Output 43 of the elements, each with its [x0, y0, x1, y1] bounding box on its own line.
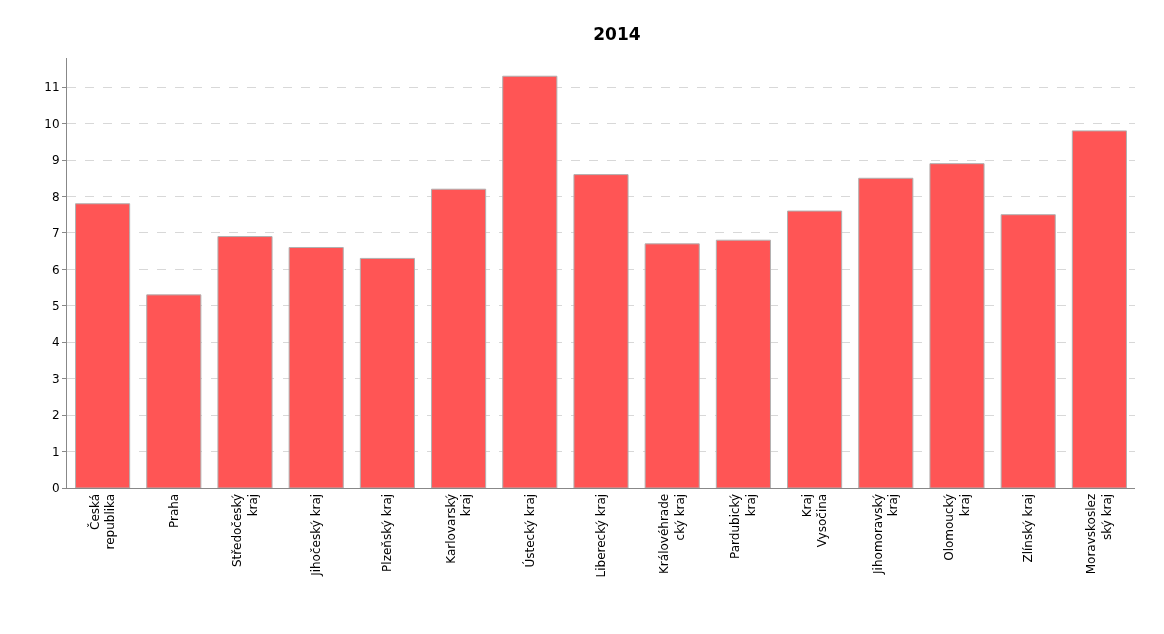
y-tick-label: 6 — [51, 262, 60, 277]
x-tick-label: Jihomoravský kraj — [870, 493, 901, 575]
y-tick-label: 1 — [51, 444, 60, 459]
x-tick-label: Plzeňský kraj — [380, 493, 395, 572]
bar — [858, 177, 914, 488]
y-tick-label: 8 — [51, 189, 60, 204]
y-tick-label: 3 — [51, 371, 60, 386]
x-tick-label: Ústecký kraj — [521, 493, 537, 568]
bar — [359, 257, 415, 488]
x-tick-label: Královéhrade cký kraj — [657, 493, 687, 575]
y-tick-label: 0 — [51, 481, 60, 496]
y-tick-label: 7 — [51, 226, 60, 241]
y-tick-label: 2 — [51, 408, 60, 423]
bar — [1000, 214, 1056, 488]
bar — [929, 163, 985, 488]
x-tick-label: Jihočeský kraj — [309, 493, 324, 577]
x-tick-label: Karlovarský kraj — [443, 493, 474, 564]
x-tick-label: Česká republika — [86, 493, 118, 550]
bar — [1071, 130, 1127, 488]
chart-title: 2014 — [593, 24, 641, 45]
y-tick-label: 9 — [51, 153, 60, 168]
bar — [288, 246, 344, 488]
bar — [75, 203, 131, 488]
bar — [644, 243, 700, 488]
x-tick-label: Pardubický kraj — [728, 493, 759, 559]
x-tick-label: Praha — [166, 493, 181, 529]
bar — [573, 174, 629, 488]
bar — [431, 188, 487, 488]
bar — [502, 75, 558, 488]
bar — [715, 239, 771, 488]
bar — [787, 210, 843, 488]
y-tick-label: 10 — [44, 116, 60, 131]
x-tick-label: Liberecký kraj — [593, 493, 608, 578]
x-tick-label: Moravskoslez ský kraj — [1084, 493, 1115, 575]
x-tick-label: Zlínský kraj — [1021, 493, 1036, 563]
bar — [146, 294, 202, 488]
y-tick-label: 11 — [44, 80, 60, 95]
y-tick-label: 5 — [51, 299, 60, 313]
y-tick-label: 4 — [51, 335, 60, 350]
x-tick-label: Kraj Vysočina — [799, 493, 830, 548]
x-tick-label: Olomoucký kraj — [942, 493, 972, 561]
bar — [217, 236, 273, 488]
x-tick-label: Středočeský kraj — [230, 493, 260, 567]
